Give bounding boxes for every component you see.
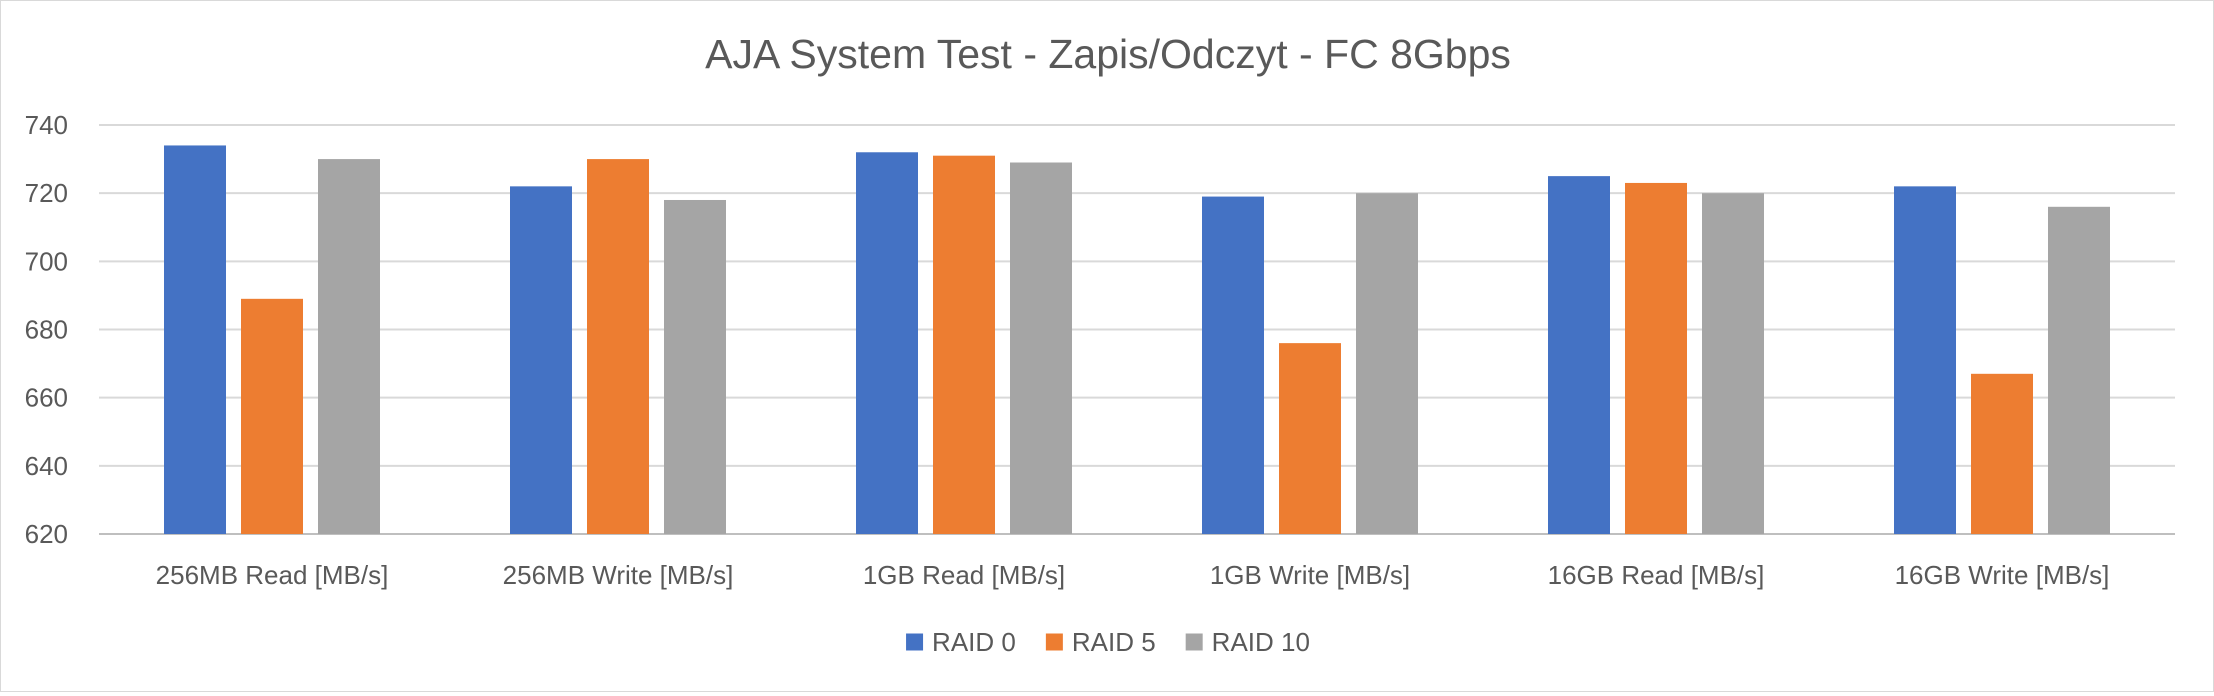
y-tick-label: 720 xyxy=(25,178,68,208)
y-tick-label: 620 xyxy=(25,519,68,549)
bars xyxy=(164,145,2110,535)
x-axis: 256MB Read [MB/s] 256MB Write [MB/s] 1GB R… xyxy=(156,560,2110,590)
chart-title: AJA System Test - Zapis/Odczyt - FC 8Gbp… xyxy=(705,31,1511,77)
x-category-label: 256MB Write [MB/s] xyxy=(503,560,734,590)
bar-raid-0 xyxy=(856,152,918,534)
legend-swatch xyxy=(906,633,924,651)
bar-raid-0 xyxy=(164,145,226,534)
legend-label: RAID 0 xyxy=(932,627,1016,657)
x-category-label: 16GB Write [MB/s] xyxy=(1895,560,2110,590)
legend-swatch xyxy=(1185,633,1203,651)
x-category-label: 256MB Read [MB/s] xyxy=(156,560,389,590)
bar-raid-5 xyxy=(1971,373,2033,534)
legend: RAID 0 RAID 5 RAID 10 xyxy=(906,627,1310,657)
bar-raid-10 xyxy=(664,199,726,534)
x-category-label: 16GB Read [MB/s] xyxy=(1548,560,1765,590)
bar-raid-5 xyxy=(933,155,995,535)
bar-raid-10 xyxy=(1010,162,1072,534)
y-tick-label: 680 xyxy=(25,315,68,345)
bar-raid-10 xyxy=(318,159,380,535)
legend-label: RAID 5 xyxy=(1072,627,1156,657)
bar-raid-5 xyxy=(241,298,303,534)
bar-raid-0 xyxy=(510,186,572,534)
y-axis-tick-labels: 620 640 660 680 700 720 740 xyxy=(25,110,68,549)
gridlines xyxy=(99,124,2175,535)
bar-raid-5 xyxy=(1279,343,1341,534)
bar-raid-5 xyxy=(587,159,649,535)
legend-swatch xyxy=(1045,633,1063,651)
y-tick-label: 660 xyxy=(25,383,68,413)
bar-raid-10 xyxy=(1702,193,1764,534)
bar-raid-5 xyxy=(1625,182,1687,535)
bar-raid-10 xyxy=(1356,193,1418,534)
bar-raid-10 xyxy=(2048,206,2110,535)
bar-raid-0 xyxy=(1894,186,1956,534)
bar-raid-0 xyxy=(1548,176,1610,534)
legend-label: RAID 10 xyxy=(1212,627,1310,657)
x-category-label: 1GB Write [MB/s] xyxy=(1210,560,1410,590)
y-tick-label: 700 xyxy=(25,246,68,276)
x-category-label: 1GB Read [MB/s] xyxy=(863,560,1065,590)
y-tick-label: 640 xyxy=(25,451,68,481)
bar-raid-0 xyxy=(1202,196,1264,534)
y-tick-label: 740 xyxy=(25,110,68,140)
